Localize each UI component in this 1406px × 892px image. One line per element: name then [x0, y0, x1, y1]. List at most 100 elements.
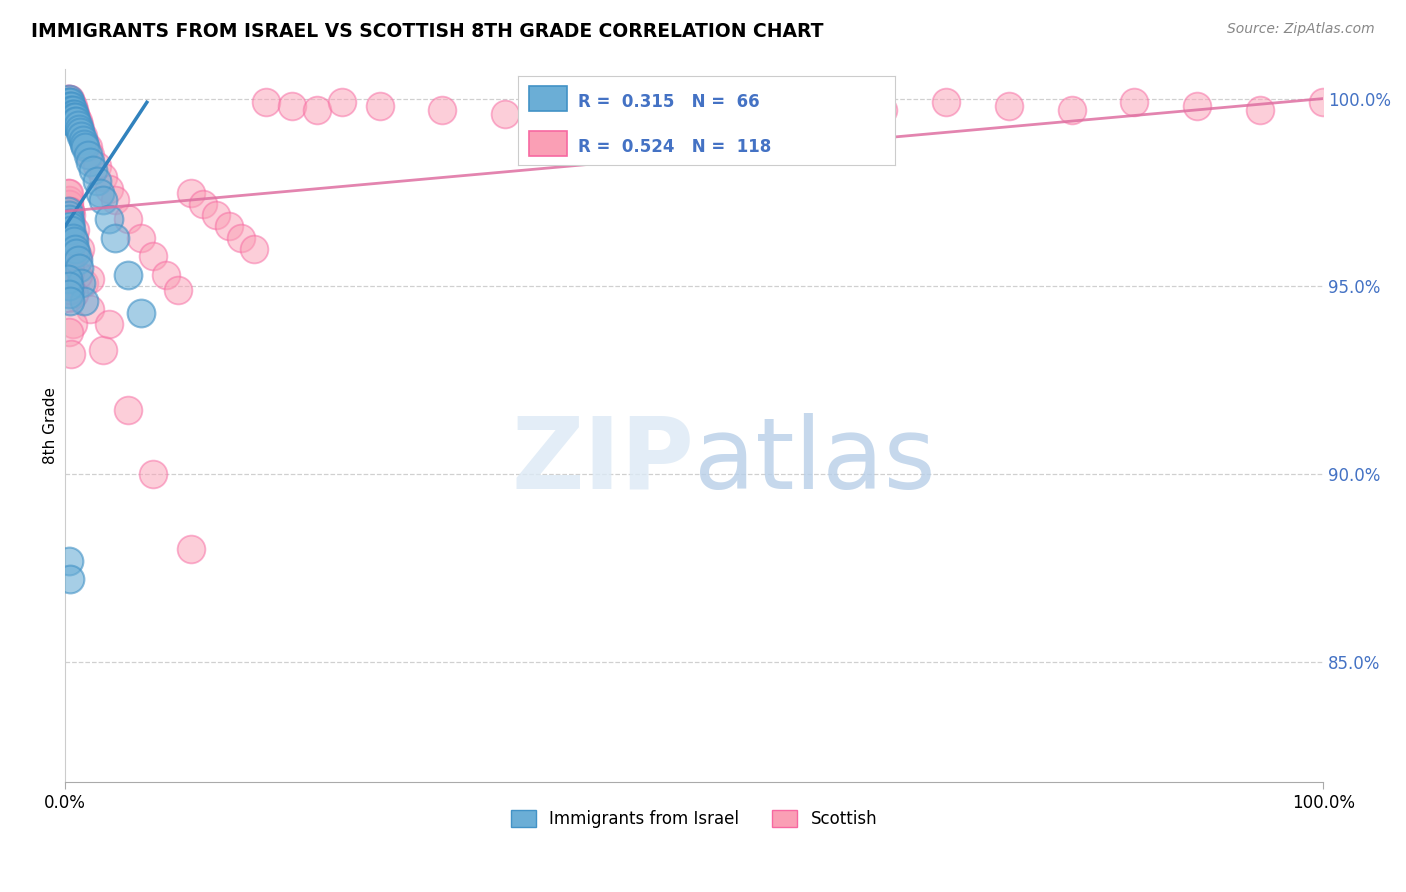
Point — [60, 223, 83, 237]
Point — [872, 103, 894, 117]
Point — [73, 136, 96, 151]
Point — [69, 121, 91, 136]
Point — [683, 103, 706, 117]
Point — [79, 148, 101, 162]
Point — [58, 95, 80, 110]
Point — [79, 272, 101, 286]
Point — [1123, 95, 1146, 110]
Point — [58, 554, 80, 568]
Point — [58, 103, 80, 117]
Point — [557, 95, 579, 110]
Point — [142, 249, 165, 263]
Point — [167, 283, 190, 297]
Point — [79, 301, 101, 316]
Point — [330, 95, 353, 110]
Point — [56, 103, 79, 117]
Point — [86, 159, 108, 173]
Point — [59, 264, 82, 278]
Point — [63, 114, 86, 128]
Point — [808, 99, 831, 113]
Point — [58, 223, 80, 237]
Point — [620, 99, 643, 113]
Point — [59, 204, 82, 219]
Point — [117, 403, 139, 417]
Text: atlas: atlas — [695, 413, 936, 509]
Point — [242, 242, 264, 256]
Point — [65, 114, 87, 128]
Point — [58, 287, 80, 301]
Point — [59, 219, 82, 234]
Point — [76, 148, 98, 162]
Point — [117, 211, 139, 226]
Point — [55, 95, 77, 110]
Point — [63, 111, 86, 125]
Point — [494, 106, 516, 120]
Point — [91, 170, 114, 185]
Text: Source: ZipAtlas.com: Source: ZipAtlas.com — [1227, 22, 1375, 37]
Point — [180, 186, 202, 200]
Point — [66, 268, 89, 282]
Point — [62, 230, 84, 244]
Text: ZIP: ZIP — [512, 413, 695, 509]
Point — [98, 182, 121, 196]
Point — [59, 103, 82, 117]
Point — [59, 92, 82, 106]
Point — [129, 230, 152, 244]
Point — [193, 196, 215, 211]
Point — [59, 95, 82, 110]
Point — [75, 136, 97, 151]
Point — [62, 106, 84, 120]
Point — [55, 99, 77, 113]
Point — [58, 99, 80, 113]
Point — [56, 92, 79, 106]
Point — [56, 186, 79, 200]
Point — [1312, 95, 1334, 110]
Point — [60, 114, 83, 128]
Point — [58, 193, 80, 207]
Point — [58, 92, 80, 106]
Point — [56, 111, 79, 125]
Point — [58, 111, 80, 125]
Point — [67, 121, 90, 136]
Point — [59, 99, 82, 113]
Point — [745, 95, 768, 110]
Point — [89, 186, 111, 200]
Point — [56, 204, 79, 219]
Point — [67, 118, 90, 132]
Point — [58, 260, 80, 275]
Point — [58, 106, 80, 120]
Point — [63, 235, 86, 249]
Point — [1060, 103, 1083, 117]
Legend: Immigrants from Israel, Scottish: Immigrants from Israel, Scottish — [505, 803, 884, 835]
Point — [58, 268, 80, 282]
Point — [104, 230, 127, 244]
Point — [155, 268, 177, 282]
Point — [59, 242, 82, 256]
Point — [63, 230, 86, 244]
Point — [58, 114, 80, 128]
Point — [60, 103, 83, 117]
Point — [280, 99, 302, 113]
Point — [62, 106, 84, 120]
Point — [58, 325, 80, 339]
Point — [63, 111, 86, 125]
Point — [98, 211, 121, 226]
Point — [55, 92, 77, 106]
Point — [58, 260, 80, 275]
Point — [58, 242, 80, 256]
Point — [432, 103, 454, 117]
Point — [59, 257, 82, 271]
Point — [63, 242, 86, 256]
Point — [63, 106, 86, 120]
Point — [60, 99, 83, 113]
Point — [997, 99, 1019, 113]
Point — [254, 95, 277, 110]
Point — [75, 140, 97, 154]
Point — [60, 106, 83, 120]
Point — [62, 103, 84, 117]
Point — [62, 317, 84, 331]
Point — [58, 196, 80, 211]
Point — [58, 106, 80, 120]
Point — [305, 103, 328, 117]
Point — [60, 216, 83, 230]
